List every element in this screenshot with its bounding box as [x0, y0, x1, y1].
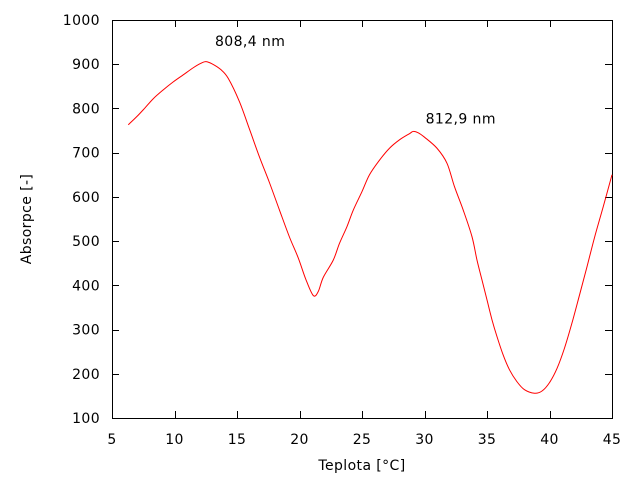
x-tick-label: 5 [107, 432, 116, 448]
x-tick-label: 25 [353, 432, 372, 448]
y-tick-label: 600 [72, 190, 100, 206]
x-tick-label: 10 [165, 432, 184, 448]
peak-annotation: 808,4 nm [215, 34, 285, 50]
x-tick-label: 45 [603, 432, 622, 448]
plot-border [112, 20, 613, 419]
y-tick-label: 900 [72, 57, 100, 73]
absorbance-curve [127, 61, 613, 394]
y-tick-label: 500 [72, 234, 100, 250]
x-tick-label: 35 [478, 432, 497, 448]
y-tick-label: 700 [72, 146, 100, 162]
y-tick-label: 1000 [63, 13, 100, 29]
y-axis-title: Absorpce [-] [19, 174, 35, 265]
x-tick-label: 20 [290, 432, 309, 448]
x-tick-label: 40 [540, 432, 559, 448]
x-tick-label: 15 [228, 432, 247, 448]
y-tick-label: 300 [72, 323, 100, 339]
y-tick-label: 100 [72, 411, 100, 427]
y-tick-label: 400 [72, 278, 100, 294]
y-tick-label: 800 [72, 101, 100, 117]
y-tick-label: 200 [72, 367, 100, 383]
peak-annotation: 812,9 nm [426, 112, 496, 128]
x-axis-title: Teplota [°C] [317, 458, 405, 474]
x-tick-label: 30 [415, 432, 434, 448]
